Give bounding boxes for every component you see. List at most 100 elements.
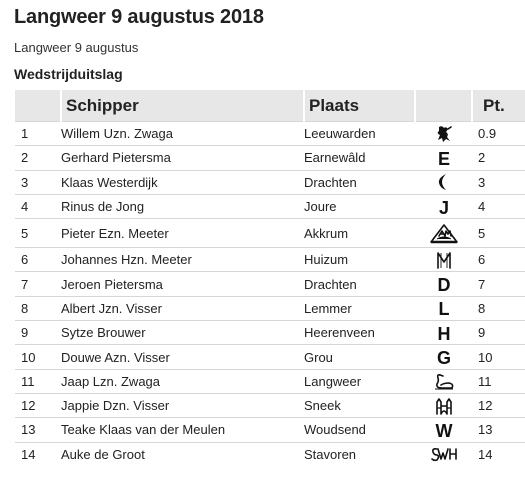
position-cell: 7 <box>15 271 61 297</box>
svg-text:L: L <box>438 299 449 318</box>
place-cell: Leeuwarden <box>304 120 415 146</box>
table-row: 4 Rinus de Jong Joure J 4 <box>15 193 525 219</box>
skipper-cell: Jeroen Pietersma <box>61 271 304 297</box>
sail-emblem-cell: E <box>415 145 472 171</box>
table-row: 11 Jaap Lzn. Zwaga Langweer 11 <box>15 368 525 394</box>
place-cell: Lemmer <box>304 295 415 321</box>
points-cell: 5 <box>472 218 525 248</box>
svg-text:H: H <box>437 324 450 343</box>
skipper-cell: Willem Uzn. Zwaga <box>61 120 304 146</box>
position-cell: 8 <box>15 295 61 321</box>
points-cell: 7 <box>472 271 525 297</box>
sail-emblem-cell: G <box>415 344 472 370</box>
table-row: 6 Johannes Hzn. Meeter Huizum 6 <box>15 247 525 272</box>
points-cell: 4 <box>472 193 525 219</box>
position-cell: 1 <box>15 120 61 146</box>
place-cell: Stavoren <box>304 441 415 467</box>
header-points: Pt. <box>472 90 525 122</box>
place-cell: Joure <box>304 193 415 219</box>
header-position <box>15 90 62 122</box>
table-row: 9 Sytze Brouwer Heerenveen H 9 <box>15 320 525 345</box>
points-cell: 0.9 <box>472 120 525 146</box>
page-subtitle: Langweer 9 augustus <box>14 40 139 55</box>
section-heading: Wedstrijduitslag <box>14 66 123 82</box>
skipper-cell: Jaap Lzn. Zwaga <box>61 368 304 394</box>
header-sail-emblem <box>415 90 473 122</box>
skipper-cell: Johannes Hzn. Meeter <box>61 247 304 272</box>
AM-emblem-icon <box>415 222 472 244</box>
position-cell: 3 <box>15 169 61 195</box>
svg-text:W: W <box>435 421 452 440</box>
points-cell: 11 <box>472 368 525 394</box>
skipper-cell: Douwe Azn. Visser <box>61 344 304 370</box>
position-cell: 14 <box>15 441 61 467</box>
table-row: 14 Auke de Groot Stavoren 14 <box>15 441 525 467</box>
sail-emblem-cell <box>415 247 472 272</box>
skipper-cell: Pieter Ezn. Meeter <box>61 218 304 248</box>
position-cell: 5 <box>15 218 61 248</box>
position-cell: 11 <box>15 368 61 394</box>
SWH-emblem-icon <box>415 444 472 464</box>
sail-letter-w-icon: W <box>415 420 472 440</box>
table-row: 7 Jeroen Pietersma Drachten D 7 <box>15 271 525 297</box>
page-title: Langweer 9 augustus 2018 <box>14 6 264 28</box>
place-cell: Heerenveen <box>304 320 415 345</box>
skipper-cell: Jappie Dzn. Visser <box>61 392 304 418</box>
sail-emblem-cell <box>415 120 472 146</box>
place-cell: Grou <box>304 344 415 370</box>
points-cell: 12 <box>472 392 525 418</box>
sail-letter-h-icon: H <box>415 323 472 343</box>
sail-letter-d-icon: D <box>415 274 472 294</box>
skipper-cell: Gerhard Pietersma <box>61 145 304 171</box>
sail-letter-j-icon: J <box>415 197 472 217</box>
place-cell: Sneek <box>304 392 415 418</box>
skipper-cell: Sytze Brouwer <box>61 320 304 345</box>
sail-emblem-cell <box>415 368 472 394</box>
skipper-cell: Auke de Groot <box>61 441 304 467</box>
place-cell: Woudsend <box>304 417 415 443</box>
place-cell: Earnewâld <box>304 145 415 171</box>
sail-emblem-cell <box>415 441 472 467</box>
points-cell: 14 <box>472 441 525 467</box>
table-row: 3 Klaas Westerdijk Drachten 3 <box>15 169 525 195</box>
skipper-cell: Rinus de Jong <box>61 193 304 219</box>
svg-text:E: E <box>437 149 449 168</box>
table-row: 8 Albert Jzn. Visser Lemmer L 8 <box>15 295 525 321</box>
position-cell: 12 <box>15 392 61 418</box>
table-row: 13 Teake Klaas van der Meulen Woudsend W 13 <box>15 417 525 443</box>
position-cell: 9 <box>15 320 61 345</box>
svg-text:J: J <box>438 198 448 217</box>
sail-emblem-cell <box>415 392 472 418</box>
table-row: 1 Willem Uzn. Zwaga Leeuwarden 0.9 <box>15 120 525 146</box>
results-table: Schipper Plaats Pt. 1 Willem Uzn. Zwaga Le… <box>15 90 525 467</box>
points-cell: 10 <box>472 344 525 370</box>
header-schipper: Schipper <box>61 90 305 122</box>
skipper-cell: Albert Jzn. Visser <box>61 295 304 321</box>
sail-emblem-cell: D <box>415 271 472 297</box>
crescent-emblem-icon <box>415 172 472 192</box>
sail-emblem-cell: J <box>415 193 472 219</box>
sail-emblem-cell <box>415 218 472 248</box>
points-cell: 6 <box>472 247 525 272</box>
sail-letter-e-icon: E <box>415 148 472 168</box>
place-cell: Drachten <box>304 271 415 297</box>
position-cell: 4 <box>15 193 61 219</box>
points-cell: 3 <box>472 169 525 195</box>
sail-letter-g-icon: G <box>415 347 472 367</box>
position-cell: 13 <box>15 417 61 443</box>
sail-emblem-cell: W <box>415 417 472 443</box>
position-cell: 6 <box>15 247 61 272</box>
place-cell: Akkrum <box>304 218 415 248</box>
points-cell: 9 <box>472 320 525 345</box>
lion-emblem-icon <box>415 124 472 144</box>
table-row: 10 Douwe Azn. Visser Grou G 10 <box>15 344 525 370</box>
skipper-cell: Teake Klaas van der Meulen <box>61 417 304 443</box>
svg-text:G: G <box>436 348 450 367</box>
M-emblem-icon <box>415 250 472 270</box>
points-cell: 2 <box>472 145 525 171</box>
place-cell: Huizum <box>304 247 415 272</box>
skipper-cell: Klaas Westerdijk <box>61 169 304 195</box>
table-header-row: Schipper Plaats Pt. <box>15 90 525 122</box>
svg-text:D: D <box>437 275 450 294</box>
points-cell: 8 <box>472 295 525 321</box>
